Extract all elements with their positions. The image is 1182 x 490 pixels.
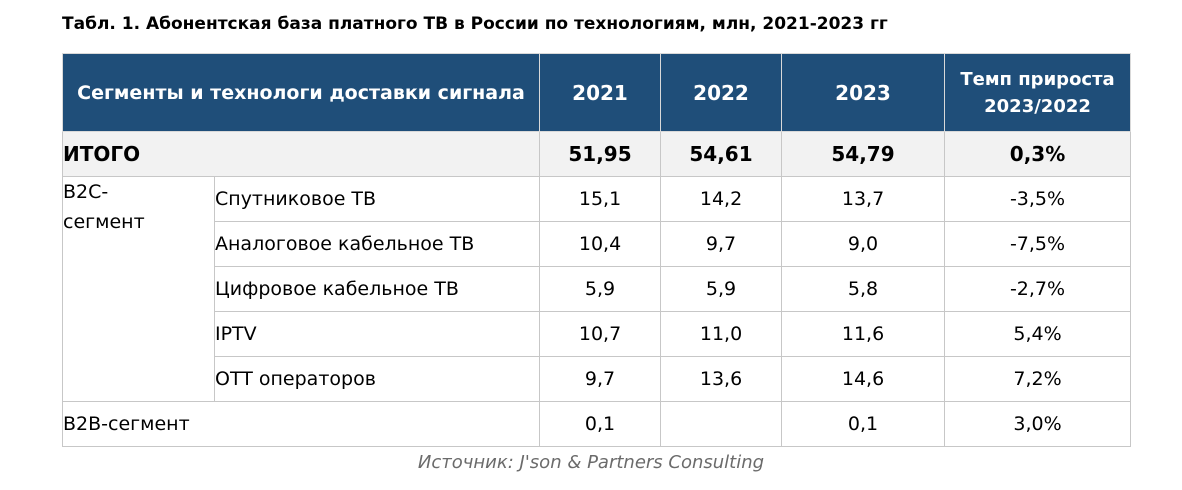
header-year-2021: 2021 xyxy=(539,53,662,132)
table-title: Табл. 1. Абонентская база платного ТВ в … xyxy=(62,14,888,34)
header-year-2023: 2023 xyxy=(781,53,946,132)
b2b-growth: 3,0% xyxy=(944,401,1132,447)
value-2021: 5,9 xyxy=(539,266,662,312)
tech-name: Спутниковое ТВ xyxy=(213,176,541,222)
value-2021: 9,7 xyxy=(539,356,662,402)
table-row: IPTV 10,7 11,0 11,6 5,4% xyxy=(63,311,1132,357)
header-growth-line2: 2023/2022 xyxy=(984,95,1091,117)
total-row: ИТОГО 51,95 54,61 54,79 0,3% xyxy=(61,131,1132,177)
value-2022: 5,9 xyxy=(660,266,783,312)
tech-name: Аналоговое кабельное ТВ xyxy=(213,221,541,267)
total-growth: 0,3% xyxy=(944,131,1132,177)
value-2023: 14,6 xyxy=(781,356,946,402)
b2b-2022 xyxy=(660,401,783,447)
tech-name: OTT операторов xyxy=(213,356,541,402)
header-year-2022: 2022 xyxy=(660,53,783,132)
tech-name: Цифровое кабельное ТВ xyxy=(213,266,541,312)
value-2021: 15,1 xyxy=(539,176,662,222)
value-2022: 13,6 xyxy=(660,356,783,402)
value-2022: 9,7 xyxy=(660,221,783,267)
b2b-row: B2B-сегмент 0,1 0,1 3,0% xyxy=(61,401,1132,447)
value-2023: 9,0 xyxy=(781,221,946,267)
b2c-segment-label: B2C- сегмент xyxy=(62,176,215,402)
value-2023: 5,8 xyxy=(781,266,946,312)
table-row: B2C- сегмент Спутниковое ТВ 15,1 14,2 13… xyxy=(62,176,1132,402)
header-growth: Темп прироста 2023/2022 xyxy=(944,53,1132,132)
total-label: ИТОГО xyxy=(61,131,541,177)
growth-value: 7,2% xyxy=(944,356,1132,402)
total-2022: 54,61 xyxy=(660,131,783,177)
growth-value: 5,4% xyxy=(944,311,1132,357)
growth-value: -3,5% xyxy=(944,176,1132,222)
source-caption: Источник: J'son & Partners Consulting xyxy=(417,452,765,473)
b2b-2021: 0,1 xyxy=(539,401,662,447)
value-2022: 14,2 xyxy=(660,176,783,222)
table-header-row: Сегменты и технологи доставки сигнала 20… xyxy=(61,53,1132,132)
total-2023: 54,79 xyxy=(781,131,946,177)
value-2022: 11,0 xyxy=(660,311,783,357)
growth-value: -7,5% xyxy=(944,221,1132,267)
b2b-2023: 0,1 xyxy=(781,401,946,447)
total-2021: 51,95 xyxy=(539,131,662,177)
b2b-label: B2B-сегмент xyxy=(61,401,541,447)
growth-value: -2,7% xyxy=(944,266,1132,312)
header-segment: Сегменты и технологи доставки сигнала xyxy=(61,53,541,132)
b2c-label-line1: B2C- xyxy=(63,181,109,203)
subscriber-table: Сегменты и технологи доставки сигнала 20… xyxy=(61,53,1132,447)
value-2021: 10,4 xyxy=(539,221,662,267)
table-row: OTT операторов 9,7 13,6 14,6 7,2% xyxy=(63,356,1132,402)
b2c-label-line2: сегмент xyxy=(63,211,145,233)
tech-name: IPTV xyxy=(213,311,541,357)
table-row: Аналоговое кабельное ТВ 10,4 9,7 9,0 -7,… xyxy=(63,221,1132,267)
value-2023: 13,7 xyxy=(781,176,946,222)
header-growth-line1: Темп прироста xyxy=(960,68,1115,90)
value-2021: 10,7 xyxy=(539,311,662,357)
table-row: Цифровое кабельное ТВ 5,9 5,9 5,8 -2,7% xyxy=(63,266,1132,312)
value-2023: 11,6 xyxy=(781,311,946,357)
